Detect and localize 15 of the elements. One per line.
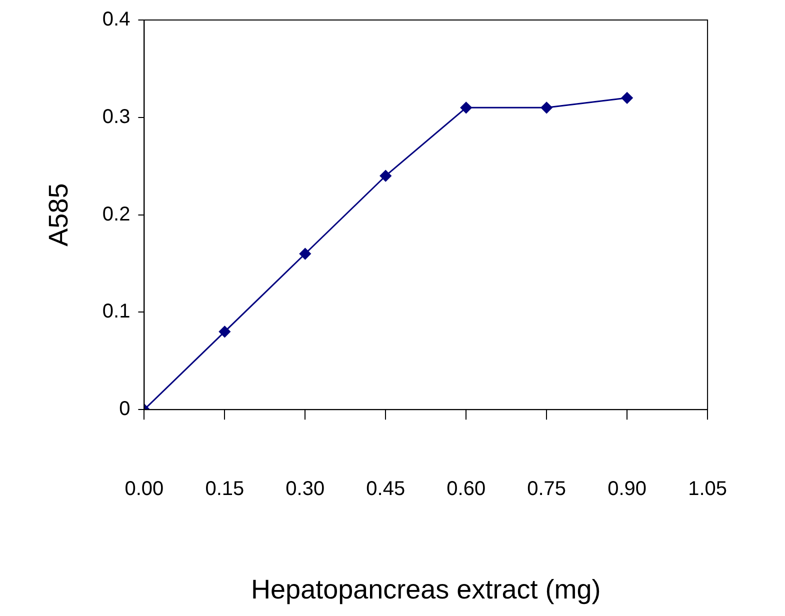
x-tick-label: 0.30 — [286, 478, 325, 500]
y-tick-label: 0.2 — [102, 203, 130, 226]
x-tick-label: 0.00 — [124, 478, 164, 500]
x-tick-label: 0.45 — [366, 478, 406, 500]
x-tick-label: 0.75 — [527, 478, 566, 500]
y-tick-label: 0.1 — [102, 300, 130, 323]
y-tick-label: 0.3 — [102, 106, 130, 128]
y-tick-label: 0.4 — [102, 8, 130, 31]
y-axis-title: A585 — [44, 183, 74, 246]
x-tick-label: 1.05 — [688, 478, 728, 500]
x-tick-label: 0.90 — [608, 478, 647, 500]
x-axis-title: Hepatopancreas extract (mg) — [251, 574, 601, 604]
x-tick-label: 0.15 — [205, 478, 244, 500]
x-tick-label: 0.60 — [446, 478, 486, 500]
y-tick-label: 0 — [119, 398, 130, 420]
